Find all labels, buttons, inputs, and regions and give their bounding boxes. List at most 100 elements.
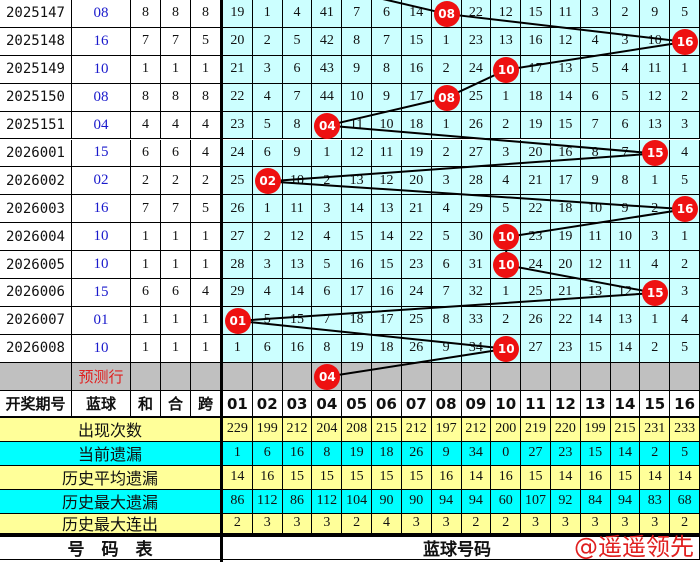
stat-value: 107 <box>521 489 551 514</box>
miss-cell: 1 <box>312 139 343 168</box>
miss-cell: 16 <box>372 279 402 307</box>
miss-cell: 22 <box>461 0 492 28</box>
miss-cell: 7 <box>580 111 611 140</box>
miss-cell: 3 <box>610 27 641 56</box>
miss-cell: 44 <box>312 83 343 112</box>
stat-value: 16 <box>252 465 283 490</box>
stat-value: 2 <box>491 513 522 534</box>
stat-value: 112 <box>312 489 343 514</box>
prediction-cell[interactable] <box>372 362 402 391</box>
miss-cell: 22 <box>223 83 253 112</box>
prediction-cell[interactable] <box>580 362 611 391</box>
stat-value: 34 <box>461 441 492 466</box>
miss-cell: 13 <box>640 111 671 140</box>
blue-ball-marker: 04 <box>314 112 341 139</box>
prediction-cell[interactable] <box>401 362 432 391</box>
stat-value: 0 <box>491 441 522 466</box>
sum-cell: 6 <box>131 139 161 168</box>
stat-value: 15 <box>610 465 641 490</box>
prediction-cell[interactable] <box>461 362 492 391</box>
stat-value: 14 <box>223 465 253 490</box>
miss-cell: 5 <box>431 223 462 252</box>
stat-value: 19 <box>342 441 373 466</box>
stat-value: 14 <box>670 465 700 490</box>
miss-cell: 14 <box>610 334 641 363</box>
prediction-cell[interactable] <box>640 362 671 391</box>
prediction-cell[interactable] <box>342 362 373 391</box>
prediction-cell[interactable] <box>610 362 641 391</box>
miss-cell: 19 <box>401 139 432 168</box>
miss-cell: 11 <box>372 139 402 168</box>
miss-cell: 1 <box>670 223 700 252</box>
stat-label: 历史最大遗漏 <box>0 489 221 514</box>
header-span: 跨 <box>191 390 221 418</box>
miss-cell: 20 <box>521 139 551 168</box>
miss-cell: 1 <box>252 195 283 224</box>
blue-ball-cell: 02 <box>72 167 131 196</box>
stat-value: 212 <box>461 417 492 442</box>
miss-cell: 22 <box>550 306 581 335</box>
miss-cell: 5 <box>670 167 700 196</box>
prediction-label: 预测行 <box>72 362 131 391</box>
prediction-cell[interactable] <box>550 362 581 391</box>
miss-cell: 1 <box>252 0 283 28</box>
header-number: 04 <box>312 390 343 418</box>
sum-tail-cell: 1 <box>161 334 191 363</box>
span-cell: 1 <box>191 306 221 335</box>
miss-cell: 5 <box>670 334 700 363</box>
blue-ball-cell: 15 <box>72 139 131 168</box>
period-cell: 2025151 <box>0 111 72 140</box>
stat-value: 197 <box>431 417 462 442</box>
miss-cell: 2 <box>610 0 641 28</box>
prediction-cell[interactable] <box>282 362 313 391</box>
miss-cell: 1 <box>491 83 522 112</box>
stat-value: 94 <box>461 489 492 514</box>
stat-value: 14 <box>550 465 581 490</box>
prediction-cell[interactable] <box>223 362 253 391</box>
sum-tail-cell: 2 <box>161 167 191 196</box>
miss-cell: 2 <box>491 306 522 335</box>
miss-cell: 2 <box>670 251 700 279</box>
header-number: 11 <box>521 390 551 418</box>
stat-value: 199 <box>580 417 611 442</box>
stat-value: 233 <box>670 417 700 442</box>
prediction-blank <box>191 362 221 391</box>
miss-cell: 1 <box>640 306 671 335</box>
span-cell: 8 <box>191 83 221 112</box>
header-number: 16 <box>670 390 700 418</box>
miss-cell: 10 <box>342 83 373 112</box>
prediction-cell[interactable] <box>670 362 700 391</box>
watermark: @遥遥领先 <box>574 533 694 561</box>
miss-cell: 12 <box>610 279 641 307</box>
stat-value: 94 <box>610 489 641 514</box>
period-cell: 2025148 <box>0 27 72 56</box>
header-number: 06 <box>372 390 402 418</box>
span-cell: 1 <box>191 334 221 363</box>
blue-ball-marker: 08 <box>433 0 460 27</box>
miss-cell: 15 <box>580 334 611 363</box>
sum-cell: 1 <box>131 251 161 279</box>
sum-tail-cell: 6 <box>161 279 191 307</box>
stat-value: 16 <box>282 441 313 466</box>
period-cell: 2026006 <box>0 279 72 307</box>
span-cell: 1 <box>191 251 221 279</box>
miss-cell: 19 <box>223 0 253 28</box>
sum-tail-cell: 6 <box>161 139 191 168</box>
prediction-blank <box>0 362 72 391</box>
miss-cell: 8 <box>431 306 462 335</box>
blue-ball-marker: 01 <box>224 307 251 334</box>
prediction-cell[interactable] <box>431 362 462 391</box>
stat-value: 15 <box>282 465 313 490</box>
miss-cell: 34 <box>461 334 492 363</box>
prediction-cell[interactable] <box>521 362 551 391</box>
miss-cell: 15 <box>521 0 551 28</box>
miss-cell: 24 <box>461 55 492 84</box>
stat-value: 208 <box>342 417 373 442</box>
prediction-cell[interactable] <box>491 362 522 391</box>
header-number: 10 <box>491 390 522 418</box>
prediction-cell[interactable] <box>252 362 283 391</box>
miss-cell: 23 <box>550 334 581 363</box>
miss-cell: 2 <box>670 83 700 112</box>
miss-cell: 4 <box>312 223 343 252</box>
